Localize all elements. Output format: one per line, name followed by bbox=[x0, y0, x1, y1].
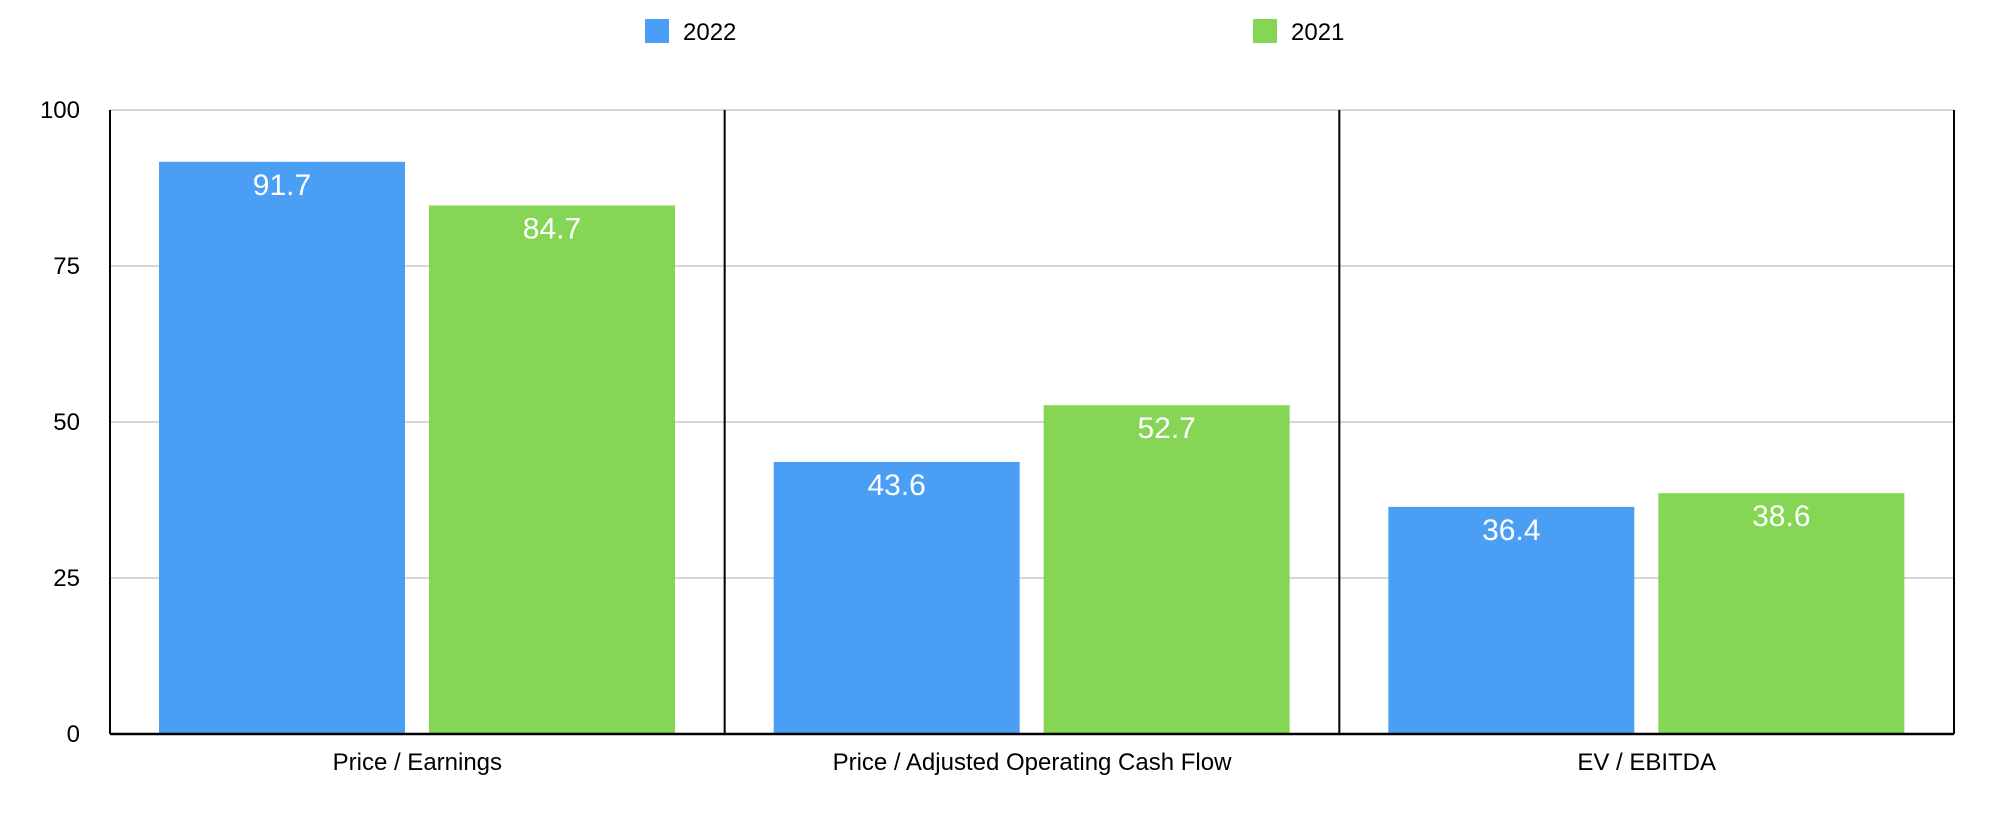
y-tick-label: 100 bbox=[40, 97, 80, 124]
bar-2022 bbox=[1388, 506, 1635, 734]
legend-swatch-2021 bbox=[1253, 19, 1277, 43]
data-label: 38.6 bbox=[1752, 500, 1810, 533]
x-category-label: EV / EBITDA bbox=[1577, 749, 1716, 776]
legend-swatch-2022 bbox=[645, 19, 669, 43]
data-label: 36.4 bbox=[1482, 514, 1540, 547]
data-label: 84.7 bbox=[523, 212, 581, 245]
gridlines bbox=[110, 109, 1954, 579]
y-tick-label: 0 bbox=[67, 721, 80, 748]
bar-2021 bbox=[429, 205, 675, 735]
y-tick-label: 50 bbox=[53, 409, 80, 436]
bar-2021 bbox=[1658, 493, 1905, 734]
legend: 2022 2021 bbox=[645, 19, 1344, 46]
bars: 91.7 84.7 43.6 52.7 36.4 38.6 bbox=[159, 161, 1905, 735]
data-label: 52.7 bbox=[1137, 412, 1195, 445]
x-category-label: Price / Adjusted Operating Cash Flow bbox=[833, 749, 1233, 776]
y-tick-label: 25 bbox=[53, 565, 80, 592]
data-label: 91.7 bbox=[253, 169, 311, 202]
legend-label-2022: 2022 bbox=[683, 19, 736, 46]
legend-label-2021: 2021 bbox=[1291, 19, 1344, 46]
data-label: 43.6 bbox=[867, 469, 925, 502]
bar-2022 bbox=[159, 161, 405, 735]
x-category-label: Price / Earnings bbox=[333, 749, 502, 776]
bar-2021 bbox=[1043, 405, 1290, 734]
y-tick-label: 75 bbox=[53, 253, 80, 280]
axes: 0 25 50 75 100 Price / Earnings Price / Adjust… bbox=[40, 97, 1955, 776]
bar-2022 bbox=[773, 461, 1020, 734]
